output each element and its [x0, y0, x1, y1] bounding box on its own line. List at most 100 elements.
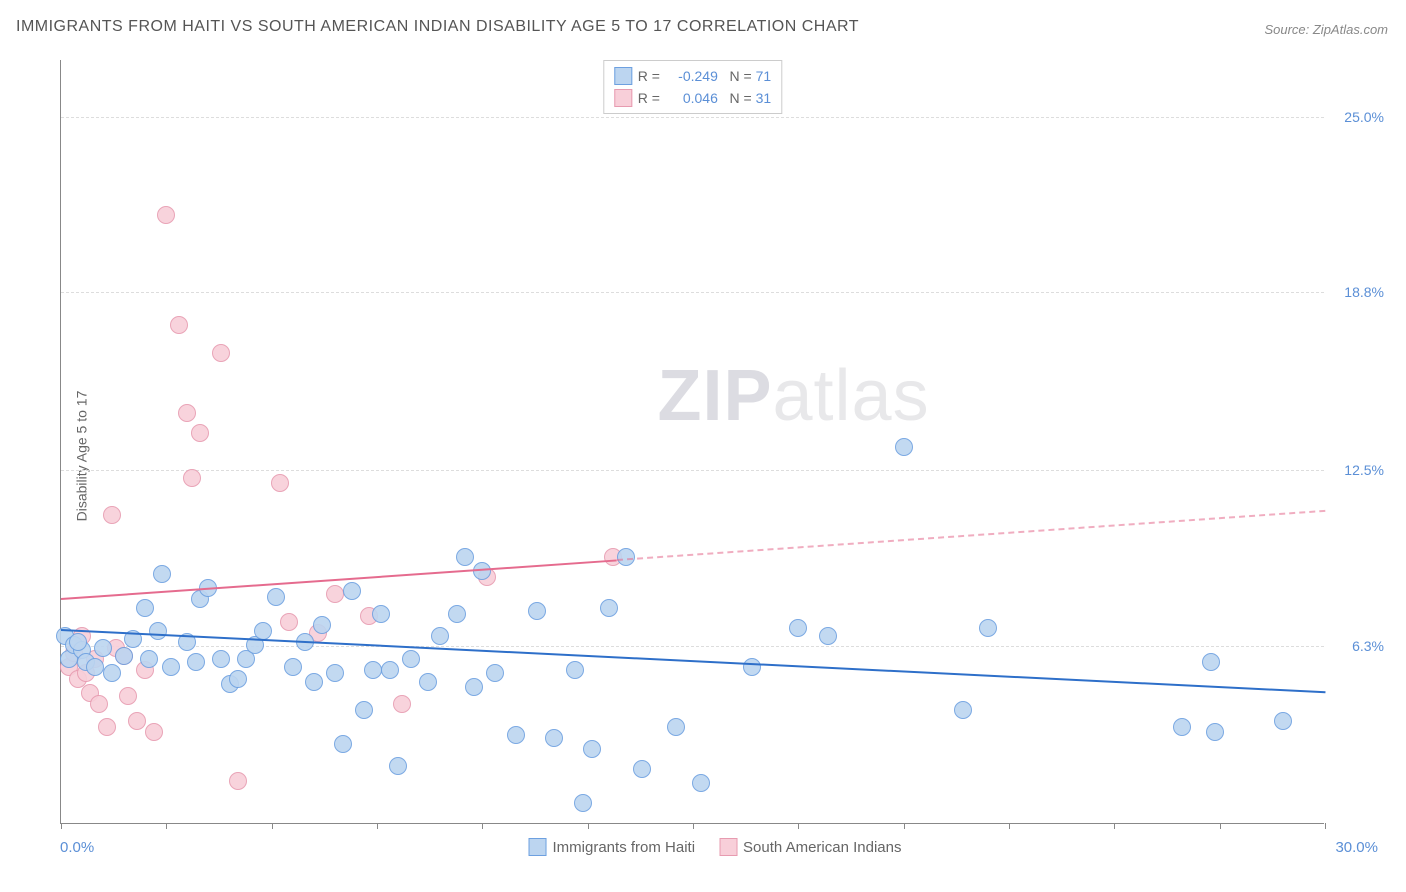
scatter-point — [271, 474, 289, 492]
scatter-point — [229, 772, 247, 790]
scatter-point — [212, 344, 230, 362]
series-legend: Immigrants from Haiti South American Indi… — [529, 838, 902, 856]
scatter-point — [743, 658, 761, 676]
series-legend-label: Immigrants from Haiti — [553, 839, 696, 856]
series-legend-item: South American Indians — [719, 838, 901, 856]
scatter-point — [465, 678, 483, 696]
scatter-point — [1206, 723, 1224, 741]
scatter-point — [1173, 718, 1191, 736]
scatter-point — [313, 616, 331, 634]
y-tick-label: 12.5% — [1344, 462, 1384, 478]
scatter-point — [254, 622, 272, 640]
scatter-point — [284, 658, 302, 676]
x-tick — [377, 823, 378, 829]
scatter-point — [326, 664, 344, 682]
scatter-point — [229, 670, 247, 688]
x-tick — [588, 823, 589, 829]
scatter-point — [145, 723, 163, 741]
correlation-legend: R = -0.249 N = 71 R = 0.046 N = 31 — [603, 60, 782, 114]
x-tick — [272, 823, 273, 829]
scatter-point — [372, 605, 390, 623]
scatter-point — [153, 565, 171, 583]
scatter-point — [170, 316, 188, 334]
x-tick — [1220, 823, 1221, 829]
scatter-point — [334, 735, 352, 753]
legend-row: R = 0.046 N = 31 — [614, 87, 771, 109]
scatter-point — [191, 424, 209, 442]
scatter-point — [954, 701, 972, 719]
scatter-point — [583, 740, 601, 758]
trend-line — [617, 510, 1325, 561]
scatter-point — [431, 627, 449, 645]
legend-row: R = -0.249 N = 71 — [614, 65, 771, 87]
scatter-point — [381, 661, 399, 679]
scatter-point — [364, 661, 382, 679]
scatter-point — [305, 673, 323, 691]
x-tick — [798, 823, 799, 829]
source-attribution: Source: ZipAtlas.com — [1264, 22, 1388, 37]
scatter-point — [1274, 712, 1292, 730]
watermark: ZIPatlas — [657, 355, 929, 437]
x-axis-min-label: 0.0% — [60, 839, 94, 856]
x-tick — [1325, 823, 1326, 829]
scatter-point — [178, 404, 196, 422]
x-tick — [1114, 823, 1115, 829]
chart-container: Disability Age 5 to 17 ZIPatlas R = -0.2… — [38, 50, 1392, 862]
scatter-point — [98, 718, 116, 736]
scatter-point — [402, 650, 420, 668]
scatter-point — [600, 599, 618, 617]
scatter-point — [86, 658, 104, 676]
y-tick-label: 6.3% — [1352, 638, 1384, 654]
x-axis-max-label: 30.0% — [1335, 839, 1378, 856]
legend-stat: R = 0.046 N = 31 — [638, 90, 771, 106]
legend-stat: R = -0.249 N = 71 — [638, 68, 771, 84]
scatter-point — [633, 760, 651, 778]
scatter-point — [280, 613, 298, 631]
scatter-point — [979, 619, 997, 637]
watermark-zip: ZIP — [657, 356, 772, 436]
scatter-point — [90, 695, 108, 713]
plot-area: ZIPatlas R = -0.249 N = 71 R = 0.046 N = … — [60, 60, 1324, 824]
scatter-point — [507, 726, 525, 744]
scatter-point — [456, 548, 474, 566]
scatter-point — [69, 633, 87, 651]
x-tick — [166, 823, 167, 829]
legend-swatch — [529, 838, 547, 856]
legend-swatch — [719, 838, 737, 856]
scatter-point — [789, 619, 807, 637]
scatter-point — [528, 602, 546, 620]
scatter-point — [355, 701, 373, 719]
scatter-point — [343, 582, 361, 600]
scatter-point — [667, 718, 685, 736]
y-tick-label: 25.0% — [1344, 109, 1384, 125]
series-legend-item: Immigrants from Haiti — [529, 838, 696, 856]
scatter-point — [486, 664, 504, 682]
scatter-point — [149, 622, 167, 640]
legend-swatch — [614, 89, 632, 107]
scatter-point — [103, 506, 121, 524]
watermark-atlas: atlas — [772, 356, 929, 436]
x-tick — [482, 823, 483, 829]
scatter-point — [895, 438, 913, 456]
scatter-point — [140, 650, 158, 668]
scatter-point — [545, 729, 563, 747]
x-tick — [904, 823, 905, 829]
scatter-point — [393, 695, 411, 713]
scatter-point — [187, 653, 205, 671]
scatter-point — [119, 687, 137, 705]
gridline — [61, 117, 1324, 118]
scatter-point — [448, 605, 466, 623]
scatter-point — [819, 627, 837, 645]
x-tick — [61, 823, 62, 829]
scatter-point — [212, 650, 230, 668]
scatter-point — [136, 599, 154, 617]
scatter-point — [267, 588, 285, 606]
scatter-point — [103, 664, 121, 682]
legend-swatch — [614, 67, 632, 85]
scatter-point — [692, 774, 710, 792]
gridline — [61, 292, 1324, 293]
scatter-point — [115, 647, 133, 665]
scatter-point — [326, 585, 344, 603]
scatter-point — [574, 794, 592, 812]
scatter-point — [157, 206, 175, 224]
